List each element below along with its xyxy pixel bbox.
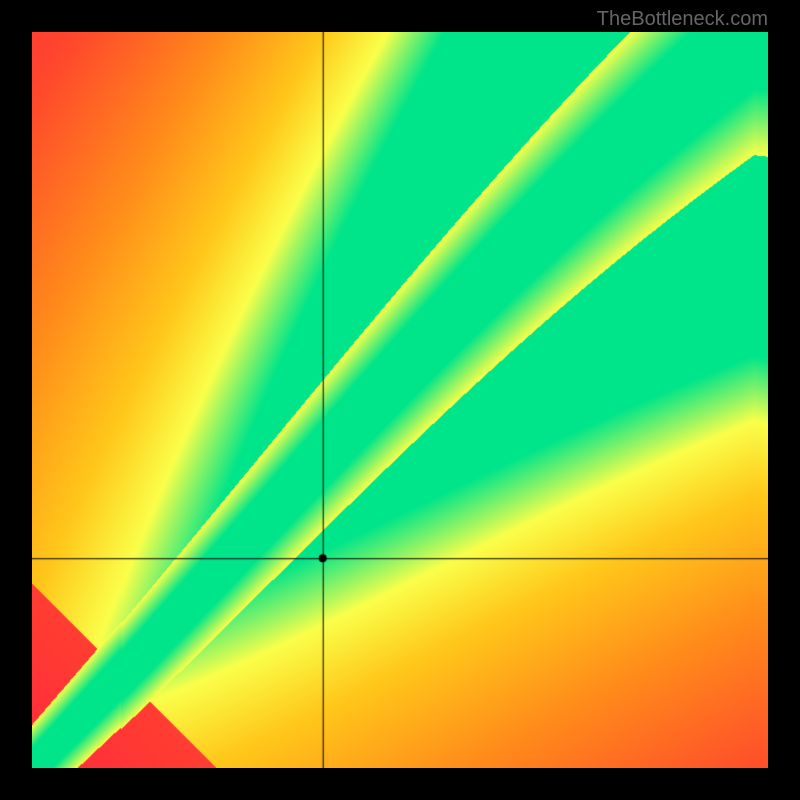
heatmap-canvas [32, 32, 768, 768]
heatmap-plot [32, 32, 768, 768]
watermark-text: TheBottleneck.com [597, 8, 768, 31]
